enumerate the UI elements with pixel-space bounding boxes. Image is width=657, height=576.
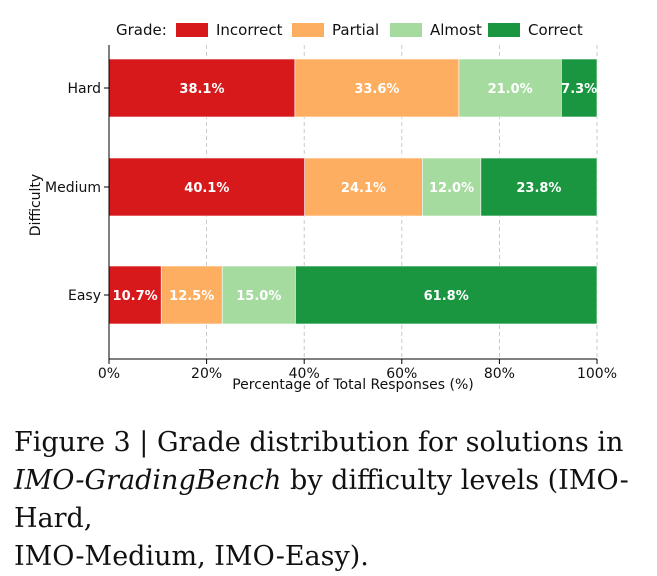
bar-segment-partial <box>304 157 423 217</box>
bar-data-label: 7.3% <box>561 82 597 97</box>
legend-label-incorrect: Incorrect <box>216 21 283 39</box>
legend-swatch-incorrect <box>176 23 208 37</box>
bar-data-label: 12.0% <box>429 181 474 196</box>
legend-swatch-almost <box>390 23 422 37</box>
y-tick-label: Easy <box>68 288 101 304</box>
bar-segment-correct <box>295 265 598 325</box>
bar-segment-incorrect <box>108 265 162 325</box>
legend-label-almost: Almost <box>430 21 482 39</box>
axes <box>108 45 597 360</box>
bar-segment-almost <box>221 265 296 325</box>
legend-title: Grade: <box>116 21 167 39</box>
x-tick-label: 80% <box>484 366 515 382</box>
legend-swatch-correct <box>488 23 520 37</box>
bar-data-label: 15.0% <box>236 289 281 304</box>
caption-italic-title: IMO-GradingBench <box>14 465 282 496</box>
legend-label-partial: Partial <box>332 21 379 39</box>
bar-segment-almost <box>458 58 562 118</box>
x-tick-label: 40% <box>289 366 320 382</box>
bar-segment-almost <box>421 157 482 217</box>
y-tick-label: Medium <box>45 180 101 196</box>
legend: Grade: Incorrect Partial Almost Correct <box>116 21 583 39</box>
x-tick-label: 20% <box>191 366 222 382</box>
bar-segment-partial <box>160 265 223 325</box>
y-axis-label: Difficulty <box>28 174 44 236</box>
bar-data-label: 61.8% <box>424 289 469 304</box>
bar-segment-correct <box>480 157 598 217</box>
bar-data-label: 38.1% <box>179 82 224 97</box>
caption-line-1: Figure 3 | Grade distribution for soluti… <box>14 427 624 458</box>
x-tick-label: 100% <box>577 366 617 382</box>
x-ticks: 0% 20% 40% 60% 80% 100% <box>98 359 617 382</box>
bar-data-label: 21.0% <box>488 82 533 97</box>
bar-data-label: 40.1% <box>184 181 229 196</box>
bar-data-label: 23.8% <box>516 181 561 196</box>
legend-swatch-partial <box>292 23 324 37</box>
x-tick-label: 0% <box>98 366 120 382</box>
x-axis-label: Percentage of Total Responses (%) <box>232 377 474 393</box>
bar-data-label: 12.5% <box>169 289 214 304</box>
legend-label-correct: Correct <box>528 21 583 39</box>
bar-data-label: 33.6% <box>354 82 399 97</box>
bar-segment-correct <box>561 58 598 118</box>
y-tick-label: Hard <box>67 81 101 97</box>
figure-caption: Figure 3 | Grade distribution for soluti… <box>14 424 644 576</box>
bars-group: 38.1% 33.6% 21.0% 7.3% 40.1% 24.1% 12.0% 23.8% 1… <box>108 58 598 325</box>
stacked-bar-chart: 38.1% 33.6% 21.0% 7.3% 40.1% 24.1% 12.0% 23.8% 1… <box>28 21 617 393</box>
bar-data-label: 24.1% <box>341 181 386 196</box>
caption-line-3: IMO-Medium, IMO-Easy). <box>14 541 369 572</box>
y-ticks: Hard Medium Easy <box>45 81 109 304</box>
bar-segment-incorrect <box>108 58 296 118</box>
caption-line-2-rest: by difficulty levels (IMO-Hard, <box>14 465 629 534</box>
bar-segment-incorrect <box>108 157 305 217</box>
bar-data-label: 10.7% <box>113 289 158 304</box>
x-tick-label: 60% <box>386 366 417 382</box>
